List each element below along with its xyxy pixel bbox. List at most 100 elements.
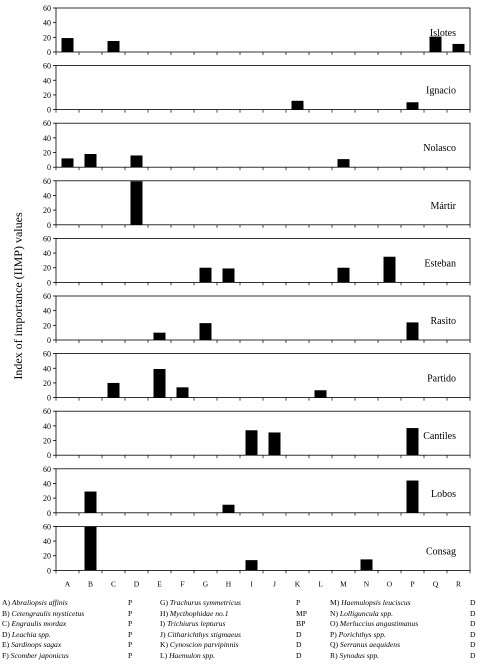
panel-label: Esteban: [424, 258, 456, 269]
y-tick-label: 20: [43, 91, 51, 100]
legend-species-name: Trichiurus lepturus: [165, 619, 226, 628]
bar-G: [199, 323, 212, 340]
legend-species-name: Haemulopsis leuciscus: [339, 598, 411, 607]
legend-species-name: Serranus aequidens: [338, 640, 401, 649]
panel-rasito: 0 20 40 60 Rasito: [43, 292, 471, 345]
legend-item: F) Scomber japonicus: [2, 651, 69, 660]
x-category-label: L: [318, 579, 323, 588]
panel-label: Cantiles: [423, 431, 456, 442]
panel-ignacio: 0 20 40 60 Ignacio: [43, 62, 471, 115]
x-category-label: J: [273, 579, 276, 588]
legend-item: D) Leachia spp.: [2, 630, 51, 639]
legend-item: G) Trachurus symmetricus: [160, 598, 241, 607]
legend-item: H) Mycthophidae no.1: [160, 609, 229, 618]
legend-item: I) Trichiurus lepturus: [160, 619, 225, 628]
bar-Q: [429, 36, 442, 52]
bar-N: [360, 559, 373, 571]
legend-letter: L): [160, 650, 168, 660]
panel-cantiles: 0 20 40 60 Cantiles: [43, 407, 471, 460]
y-tick-label: 60: [43, 407, 51, 416]
bar-E: [153, 332, 166, 340]
panel-partido: 0 20 40 60 Partido: [43, 350, 471, 403]
y-tick-label: 20: [43, 149, 51, 158]
legend-habitat-code: P: [128, 640, 133, 649]
y-tick-label: 40: [43, 249, 51, 258]
legend-item: M) Haemulopsis leuciscus: [330, 598, 411, 607]
y-tick-label: 20: [43, 33, 51, 42]
x-category-label: R: [456, 579, 461, 588]
legend-species-name: Synodus spp.: [337, 650, 380, 660]
x-category-label: I: [250, 579, 253, 588]
x-category-label: P: [410, 579, 414, 588]
legend-item: P) Porichthys spp.: [330, 630, 386, 639]
y-tick-label: 60: [43, 465, 51, 474]
x-category-label: H: [226, 579, 232, 588]
y-tick-label: 60: [43, 177, 51, 186]
x-category-label: Q: [433, 579, 439, 588]
legend-habitat-code: D: [470, 640, 476, 649]
legend-habitat-code: D: [470, 608, 476, 618]
y-tick-label: 40: [43, 422, 51, 431]
legend-habitat-code: D: [470, 598, 476, 607]
species-legend: A) Abraliopsis affinis P B) Cetengraulis m…: [0, 592, 480, 664]
bar-C: [107, 41, 120, 52]
panel-label: Nolasco: [423, 143, 456, 154]
y-tick-label: 40: [43, 19, 51, 28]
bar-A: [61, 38, 74, 52]
y-tick-label: 40: [43, 364, 51, 373]
panel-label: Consag: [426, 546, 456, 557]
legend-species-name: Citharichthys stigmaeus: [165, 629, 241, 639]
bar-M: [337, 267, 350, 283]
legend-letter: R): [330, 650, 338, 660]
legend-letter: J): [160, 629, 166, 639]
y-tick-label: 60: [43, 119, 51, 128]
legend-letter: A): [2, 598, 11, 607]
legend-letter: Q): [330, 640, 339, 649]
bar-P: [406, 480, 419, 513]
y-tick-label: 0: [47, 566, 51, 575]
legend-item: E) Sardinops sagax: [2, 640, 61, 649]
legend-habitat-code: P: [296, 598, 301, 607]
bar-I: [245, 560, 258, 571]
bar-O: [383, 256, 396, 283]
legend-letter: B): [2, 608, 10, 618]
legend-letter: O): [330, 619, 339, 628]
legend-species-name: Merluccius angustimanus: [338, 619, 419, 628]
y-tick-label: 20: [43, 321, 51, 330]
legend-item: O) Merluccius angustimanus: [330, 619, 418, 628]
y-tick-label: 60: [43, 62, 51, 71]
y-tick-label: 60: [43, 234, 51, 243]
legend-item: C) Engraulis mordax: [2, 619, 66, 628]
legend-species-name: Lolliguncula spp.: [338, 608, 394, 618]
bar-H: [222, 504, 235, 513]
legend-item: A) Abraliopsis affinis: [2, 598, 68, 607]
legend-species-name: Cetengraulis mysticetus: [9, 608, 85, 618]
legend-letter: I): [160, 619, 166, 628]
legend-letter: K): [160, 640, 169, 649]
legend-species-name: Abraliopsis affinis: [10, 598, 68, 607]
y-tick-label: 0: [47, 451, 51, 460]
panel-islotes: 0 20 40 60 Islotes: [43, 4, 471, 57]
y-tick-label: 0: [47, 278, 51, 287]
bar-R: [452, 43, 465, 52]
panel-label: Mártir: [430, 201, 456, 212]
y-tick-label: 20: [43, 379, 51, 388]
bar-P: [406, 428, 419, 456]
x-category-label: O: [387, 579, 393, 588]
panel-nolasco: 0 20 40 60 Nolasco: [43, 119, 471, 172]
x-category-label: B: [88, 579, 93, 588]
y-tick-label: 20: [43, 494, 51, 503]
panel-consag: 0 20 40 60 Consag: [43, 522, 471, 575]
y-tick-label: 0: [47, 221, 51, 230]
bar-D: [130, 181, 143, 225]
x-category-label: E: [157, 579, 162, 588]
y-tick-label: 0: [47, 394, 51, 403]
panel-frame: [55, 526, 471, 571]
legend-species-name: Leachia spp.: [10, 629, 51, 639]
legend-letter: F): [2, 650, 9, 660]
panel-label: Ignacio: [426, 86, 456, 97]
panel-frame: [55, 237, 471, 283]
panel-esteban: 0 20 40 60 Esteban: [43, 234, 471, 287]
legend-habitat-code: MP: [296, 608, 307, 618]
panel-label: Islotes: [430, 28, 456, 39]
